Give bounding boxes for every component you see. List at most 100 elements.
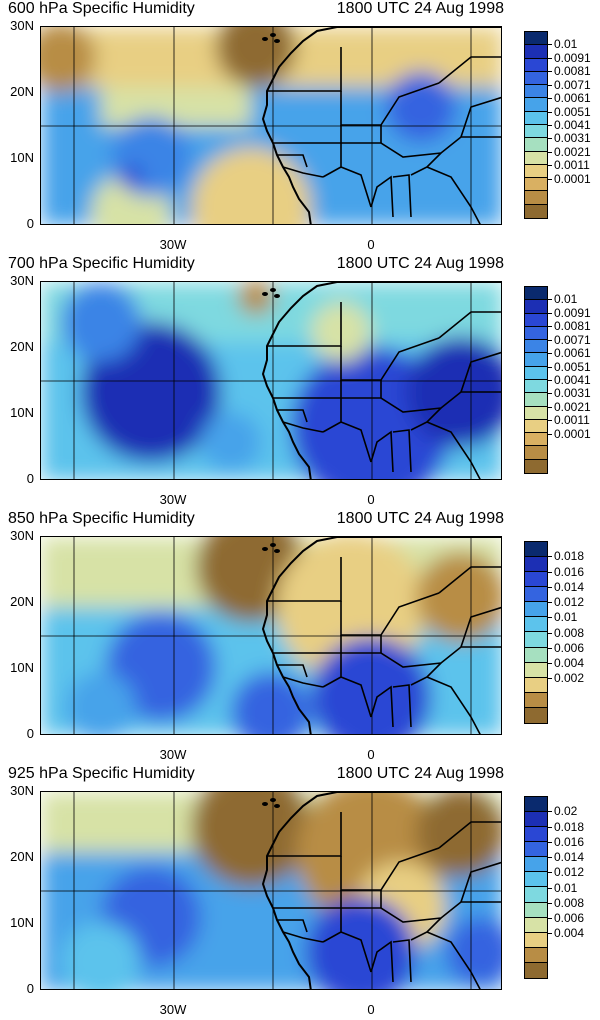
lat-label: 0 (26, 471, 34, 486)
colorbar-label: 0.002 (554, 671, 585, 686)
island (262, 37, 268, 41)
country-border (277, 154, 308, 168)
coastline (261, 282, 501, 479)
panel-850hpa: 850 hPa Specific Humidity 1800 UTC 24 Au… (0, 510, 600, 765)
colorbar-tick (548, 339, 552, 341)
panel-time: 1800 UTC 24 Aug 1998 (336, 765, 504, 782)
coastline (261, 792, 501, 989)
lat-label: 20N (10, 84, 34, 99)
lat-label: 0 (26, 981, 34, 996)
colorbar-label: 0.0021 (554, 144, 591, 159)
colorbar-label: 0.018 (554, 549, 585, 564)
colorbar-tick (548, 353, 552, 355)
lon-label: 30W (159, 747, 187, 762)
colorbar-tick (548, 380, 552, 381)
colorbar-label: 0.0001 (554, 426, 591, 441)
country-border (277, 919, 308, 933)
colorbar-tick (548, 433, 552, 435)
lat-label: 10N (10, 150, 34, 165)
country-border (370, 430, 394, 473)
map-plot (40, 281, 502, 480)
colorbar-swatch (525, 58, 547, 72)
colorbar-tick (548, 312, 552, 314)
island (274, 294, 280, 298)
colorbar-swatch (525, 812, 547, 828)
colorbar-swatch (525, 326, 547, 341)
colorbar-tick (548, 71, 552, 73)
colorbar-tick (548, 918, 552, 919)
colorbar-tick (548, 111, 552, 113)
humidity-field (41, 537, 501, 734)
country-border (277, 664, 308, 678)
colorbar-label: 0.014 (554, 850, 585, 864)
colorbar-swatch (525, 917, 547, 933)
colorbar-label: 0.0091 (554, 305, 591, 320)
country-border (460, 861, 501, 903)
lat-label: 30N (10, 273, 34, 288)
colorbar-swatch (525, 947, 547, 963)
colorbar-swatch (525, 85, 547, 99)
humidity-region (231, 672, 311, 734)
colorbar-swatch (525, 632, 547, 648)
colorbar-label: 0.0011 (554, 413, 590, 428)
lat-label: 0 (26, 216, 34, 231)
country-border (460, 606, 501, 648)
humidity-region (191, 792, 311, 887)
colorbar-tick (548, 393, 552, 395)
colorbar-swatch (525, 857, 547, 873)
country-border (392, 684, 412, 728)
colorbar-tick (548, 857, 552, 858)
colorbar-label: 0.012 (554, 865, 585, 880)
lat-label: 0 (26, 726, 34, 741)
colorbar-tick (548, 178, 552, 180)
colorbar-swatch (525, 111, 547, 125)
humidity-region (306, 897, 416, 989)
colorbar (524, 286, 548, 474)
lat-label: 20N (10, 339, 34, 354)
colorbar-tick (548, 57, 552, 59)
colorbar-swatch (525, 393, 547, 407)
country-border (426, 166, 481, 224)
island (274, 39, 280, 43)
colorbar-swatch (525, 433, 547, 447)
humidity-region (119, 165, 143, 189)
map-plot (40, 791, 502, 990)
country-border (370, 175, 394, 218)
country-border (392, 174, 412, 218)
country-border (438, 311, 501, 339)
panel-title: 700 hPa Specific Humidity (8, 255, 195, 272)
colorbar-tick (548, 933, 552, 935)
colorbar-tick (548, 811, 552, 813)
humidity-field (41, 282, 501, 479)
colorbar-label: 0.006 (554, 911, 585, 925)
colorbar-label: 0.0081 (554, 319, 591, 334)
colorbar-label: 0.0091 (554, 50, 591, 65)
country-border (340, 166, 372, 208)
colorbar-swatch (525, 459, 547, 473)
colorbar-label: 0.0001 (554, 171, 591, 186)
colorbar-swatch (525, 602, 547, 618)
colorbar-swatch (525, 287, 547, 301)
colorbar-tick (548, 125, 552, 126)
country-border (426, 931, 481, 989)
lat-label: 30N (10, 18, 34, 33)
lat-label: 20N (10, 594, 34, 609)
colorbar-label: 0.0021 (554, 399, 591, 414)
humidity-region (101, 87, 251, 127)
colorbar-label: 0.006 (554, 640, 585, 655)
country-border (370, 685, 394, 728)
humidity-field (41, 792, 501, 989)
colorbar-swatch (525, 366, 547, 380)
colorbar-swatch (525, 98, 547, 112)
colorbar-swatch (525, 677, 547, 693)
lat-label: 30N (10, 528, 34, 543)
colorbar-label: 0.008 (554, 625, 585, 640)
colorbar-swatch (525, 647, 547, 663)
colorbar-swatch (525, 71, 547, 86)
island (274, 804, 280, 808)
lon-label: 0 (367, 237, 375, 252)
country-border (282, 166, 324, 178)
colorbar-label: 0.008 (554, 895, 585, 910)
humidity-region (61, 922, 141, 989)
colorbar-swatch (525, 542, 547, 558)
